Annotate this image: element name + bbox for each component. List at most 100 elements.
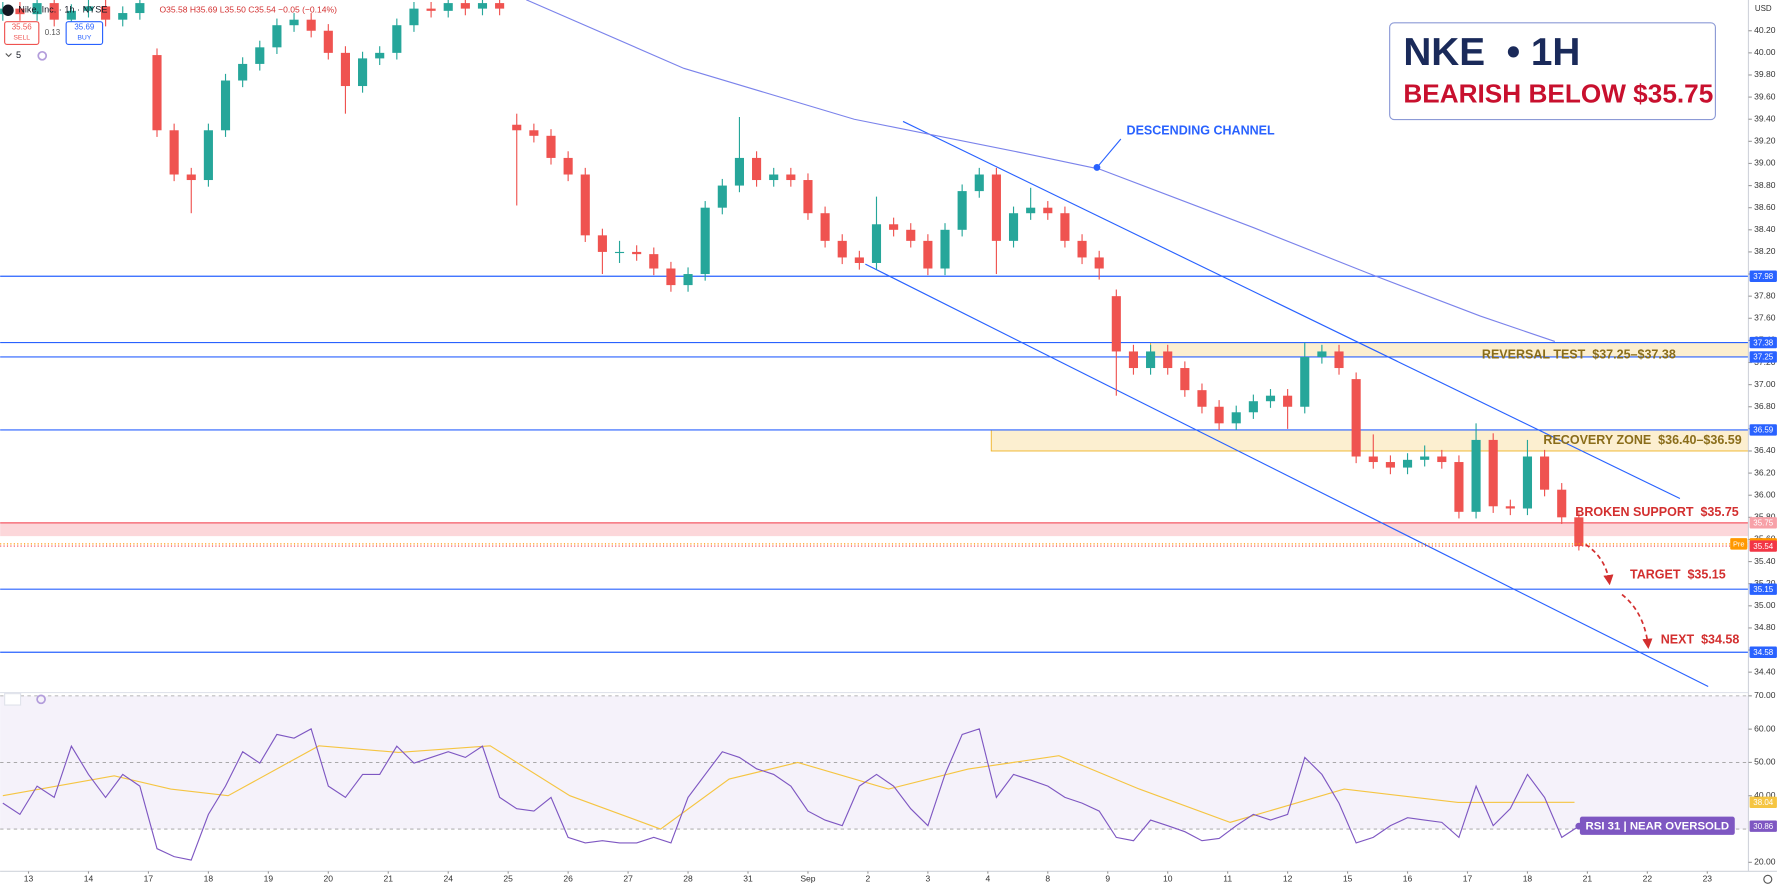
rsi-collapse[interactable]	[4, 693, 22, 706]
rsi-ma-line	[2, 745, 1575, 830]
candle-body	[477, 3, 488, 9]
channel-label: DESCENDING CHANNEL	[1127, 123, 1275, 137]
candle-body	[1111, 296, 1121, 352]
title-box	[1389, 22, 1716, 121]
level-badge-bg	[1749, 583, 1777, 595]
y-tick-label: 35.40	[1754, 556, 1776, 566]
candle-body	[1060, 213, 1070, 241]
target-label: TARGET $35.15	[1630, 568, 1726, 582]
y-tick-label: 34.40	[1754, 666, 1776, 676]
level-badge-bg	[1749, 336, 1777, 349]
candle-body	[1454, 462, 1464, 512]
candle-body	[1488, 439, 1498, 507]
target-arrow	[1585, 543, 1614, 586]
time-axis-bg	[0, 871, 1777, 885]
candle-body	[563, 157, 573, 175]
candle-body	[375, 52, 385, 59]
collapse-icon[interactable]	[5, 53, 12, 58]
x-tick-label: 26	[563, 874, 573, 884]
price-pane	[0, 0, 1749, 688]
candle-body	[906, 229, 916, 241]
candle-body	[1385, 462, 1395, 468]
candle-body	[220, 80, 231, 131]
x-tick-label: 14	[84, 874, 94, 884]
price-axis-bg	[1748, 0, 1777, 885]
x-tick-label: 21	[1583, 874, 1593, 884]
candle-body	[66, 10, 76, 20]
x-tick-label: 16	[1403, 874, 1413, 884]
level-badge-bg	[1749, 351, 1777, 363]
pre-tag-bg	[1730, 538, 1748, 550]
candle-body	[940, 229, 950, 269]
rsi-badge: 30.86	[1753, 822, 1774, 831]
y-tick-label: 37.00	[1754, 379, 1776, 389]
y-tick-label: 70.00	[1754, 690, 1776, 700]
candle-body	[854, 257, 864, 263]
x-tick-label: 17	[144, 874, 154, 884]
level-badge-bg	[1749, 270, 1777, 282]
candle-body	[1094, 257, 1104, 269]
spread: 0.13	[45, 28, 61, 37]
pre-tag: Pre	[1733, 539, 1745, 548]
sell-button[interactable]	[4, 21, 40, 45]
candle-body	[203, 130, 213, 181]
rsi-pane	[0, 695, 1749, 861]
candle-body	[238, 63, 248, 81]
candle-body	[923, 240, 933, 269]
candle-body	[1368, 456, 1378, 463]
support-zone	[0, 522, 1749, 537]
settings-icon[interactable]	[1763, 874, 1773, 884]
level-badge-bg	[1749, 424, 1777, 436]
candle-body	[1214, 406, 1224, 424]
y-tick-label: 35.80	[1754, 512, 1776, 522]
buy-button[interactable]	[65, 21, 104, 45]
x-tick-label: 19	[264, 874, 274, 884]
rsi-icon[interactable]	[36, 694, 46, 705]
indicator-icon[interactable]	[37, 50, 48, 61]
candle-body	[49, 3, 59, 20]
sell-price: 35.56	[12, 22, 33, 31]
x-tick-label: 18	[204, 874, 214, 884]
x-tick-label: 13	[24, 874, 34, 884]
candle-body	[169, 130, 179, 175]
y-tick-label: 50.00	[1754, 757, 1776, 767]
candle-body	[769, 174, 779, 181]
candle-body	[974, 174, 984, 192]
candle-body	[1574, 517, 1584, 547]
candle-body	[871, 224, 882, 263]
next-label: NEXT $34.58	[1661, 632, 1740, 646]
support-badge-bg	[1749, 517, 1777, 529]
x-tick-label: 27	[623, 874, 633, 884]
candle-body	[717, 185, 727, 208]
y-tick-label: 39.60	[1754, 91, 1776, 101]
candle-body	[512, 124, 522, 131]
y-tick-label: 38.40	[1754, 224, 1776, 234]
x-tick-label: 24	[443, 874, 453, 884]
candle-body	[1265, 395, 1276, 402]
x-tick-label: 17	[1463, 874, 1473, 884]
candle-body	[1505, 506, 1515, 509]
y-tick-label: 39.80	[1754, 69, 1776, 79]
sell-label: SELL	[13, 34, 30, 41]
level-badge: 37.98	[1753, 272, 1774, 281]
level-badge: 37.25	[1753, 353, 1774, 362]
rsi-annotation-box	[1579, 816, 1735, 835]
candle-body	[632, 251, 642, 255]
symbol: Nike, Inc. · 1h · NYSE	[18, 5, 107, 15]
channel-line	[902, 120, 1681, 500]
candle-body	[1283, 395, 1293, 407]
candle-body	[889, 224, 899, 230]
level-badge: 34.58	[1753, 648, 1774, 657]
candle-body	[272, 25, 282, 48]
y-tick-label: 36.80	[1754, 401, 1776, 411]
level-badge: 36.59	[1753, 426, 1774, 435]
candle-body	[460, 3, 470, 9]
candle-body	[529, 130, 539, 136]
x-tick-label: 22	[1643, 874, 1653, 884]
candle-body	[118, 13, 128, 20]
y-tick-label: 40.20	[1754, 25, 1776, 35]
x-tick-label: 3	[926, 874, 931, 884]
rsi-ma-badge: 38.04	[1753, 798, 1774, 807]
